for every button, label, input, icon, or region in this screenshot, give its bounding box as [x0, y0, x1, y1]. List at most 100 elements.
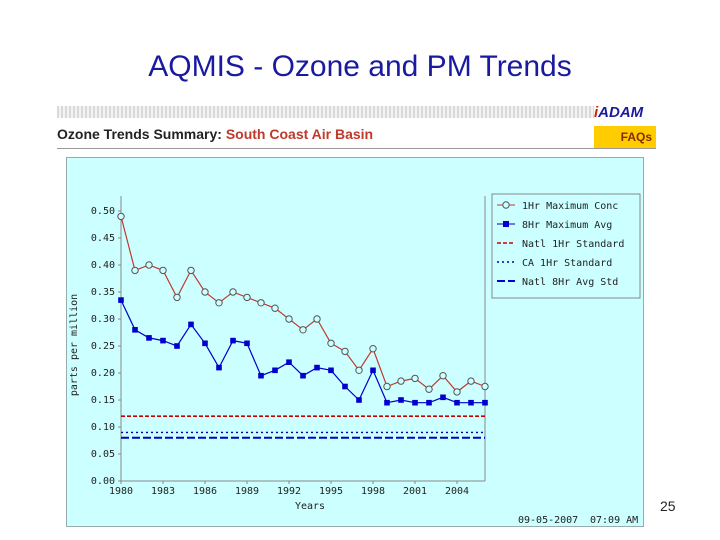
data-point-max-conc	[145, 261, 153, 269]
legend-swatch-marker	[503, 221, 509, 227]
data-point-max-conc	[117, 212, 125, 221]
data-point-max-conc	[453, 388, 461, 396]
header-prefix: Ozone Trends Summary:	[57, 126, 222, 142]
data-point-max-conc	[481, 382, 489, 391]
data-point-max-conc	[369, 345, 377, 353]
data-point-max-avg	[482, 399, 488, 406]
y-tick-label: 0.15	[91, 395, 115, 406]
x-tick-labels: 1980 1983 1986 1989 1992 1995 1998 2001 2004	[109, 481, 469, 497]
y-tick-label: 0.40	[91, 260, 115, 271]
data-point-max-avg	[328, 367, 334, 374]
data-point-max-conc	[341, 347, 349, 356]
x-tick-label: 1980	[109, 486, 133, 497]
y-axis-label: parts per million	[69, 294, 80, 396]
y-tick-labels: 0.00 0.05 0.10 0.15 0.20 0.25 0.30 0.35 0.40 0.45…	[91, 206, 121, 487]
y-tick-label: 0.25	[91, 341, 115, 352]
data-point-max-avg	[258, 372, 264, 379]
data-point-max-avg	[286, 359, 292, 365]
x-tick-label: 1989	[235, 486, 259, 497]
x-tick-label: 1995	[319, 486, 343, 497]
data-point-max-avg	[454, 399, 460, 406]
legend-swatch-marker	[502, 201, 510, 209]
legend-label: 1Hr Maximum Conc	[522, 201, 618, 212]
x-tick-label: 1983	[151, 486, 175, 497]
data-point-max-avg	[370, 367, 376, 374]
data-point-max-avg	[216, 364, 222, 371]
data-point-max-conc	[439, 372, 447, 380]
y-tick-label: 0.50	[91, 206, 115, 217]
data-point-max-conc	[467, 377, 475, 385]
y-tick-label: 0.45	[91, 233, 115, 244]
data-point-max-avg	[244, 340, 250, 347]
data-point-max-avg	[398, 397, 404, 403]
data-point-max-conc	[299, 326, 307, 334]
data-point-max-conc	[355, 366, 363, 374]
data-point-max-conc	[159, 266, 167, 275]
data-point-max-avg	[440, 394, 446, 401]
series-markers	[117, 212, 489, 406]
y-tick-label: 0.05	[91, 449, 115, 460]
faqs-link[interactable]: FAQs	[594, 126, 656, 148]
data-point-max-conc	[313, 315, 321, 323]
data-point-max-avg	[174, 343, 180, 349]
y-tick-label: 0.00	[91, 476, 115, 487]
data-point-max-conc	[243, 293, 251, 302]
y-tick-label: 0.30	[91, 314, 115, 325]
data-point-max-conc	[215, 299, 223, 307]
page-number: 25	[660, 498, 676, 514]
data-point-max-avg	[426, 399, 432, 406]
data-point-max-conc	[187, 266, 195, 275]
data-point-max-avg	[468, 399, 474, 406]
data-point-max-conc	[285, 315, 293, 323]
region-name: South Coast Air Basin	[225, 126, 374, 142]
data-point-max-avg	[272, 367, 278, 374]
data-point-max-avg	[300, 372, 306, 379]
x-tick-label: 2001	[403, 486, 427, 497]
data-point-max-conc	[397, 377, 405, 385]
data-point-max-conc	[411, 374, 419, 383]
data-point-max-avg	[314, 364, 320, 371]
data-point-max-avg	[230, 337, 236, 344]
header-divider	[57, 148, 656, 149]
data-point-max-avg	[412, 399, 418, 406]
legend-label: Natl 1Hr Standard	[522, 239, 624, 250]
slide-title: AQMIS - Ozone and PM Trends	[148, 50, 572, 83]
y-tick-label: 0.20	[91, 368, 115, 379]
iadam-logo[interactable]: iADAM	[594, 104, 656, 124]
data-point-max-avg	[356, 397, 362, 403]
data-point-max-avg	[132, 327, 138, 333]
data-point-max-avg	[188, 321, 194, 328]
data-point-max-conc	[229, 288, 237, 296]
data-point-max-conc	[327, 339, 335, 347]
data-point-max-avg	[202, 340, 208, 347]
x-tick-label: 1998	[361, 486, 385, 497]
logo-i: i	[594, 104, 599, 121]
top-banner-line	[57, 106, 654, 118]
data-point-max-conc	[173, 293, 181, 302]
data-point-max-conc	[257, 299, 265, 307]
data-point-max-avg	[160, 337, 166, 344]
y-tick-label: 0.10	[91, 422, 115, 433]
data-point-max-avg	[384, 399, 390, 406]
page-header: Ozone Trends Summary: South Coast Air Ba…	[57, 126, 373, 142]
data-point-max-avg	[342, 383, 348, 390]
x-tick-label: 2004	[445, 486, 469, 497]
logo-text: ADAM	[598, 104, 644, 121]
legend-label: Natl 8Hr Avg Std	[522, 277, 618, 288]
legend-label: 8Hr Maximum Avg	[522, 220, 612, 231]
data-point-max-conc	[201, 288, 209, 296]
x-tick-label: 1986	[193, 486, 217, 497]
legend: 1Hr Maximum Conc 8Hr Maximum Avg Natl 1Hr …	[497, 201, 624, 288]
x-tick-label: 1992	[277, 486, 301, 497]
x-axis-label: Years	[295, 501, 325, 512]
data-point-max-conc	[425, 385, 433, 393]
y-tick-label: 0.35	[91, 287, 115, 298]
legend-label: CA 1Hr Standard	[522, 258, 612, 269]
standard-lines	[121, 415, 485, 439]
data-point-max-avg	[146, 335, 152, 341]
legend-box	[491, 193, 641, 299]
data-point-max-avg	[118, 297, 124, 303]
data-point-max-conc	[271, 304, 279, 312]
data-point-max-conc	[383, 382, 391, 391]
